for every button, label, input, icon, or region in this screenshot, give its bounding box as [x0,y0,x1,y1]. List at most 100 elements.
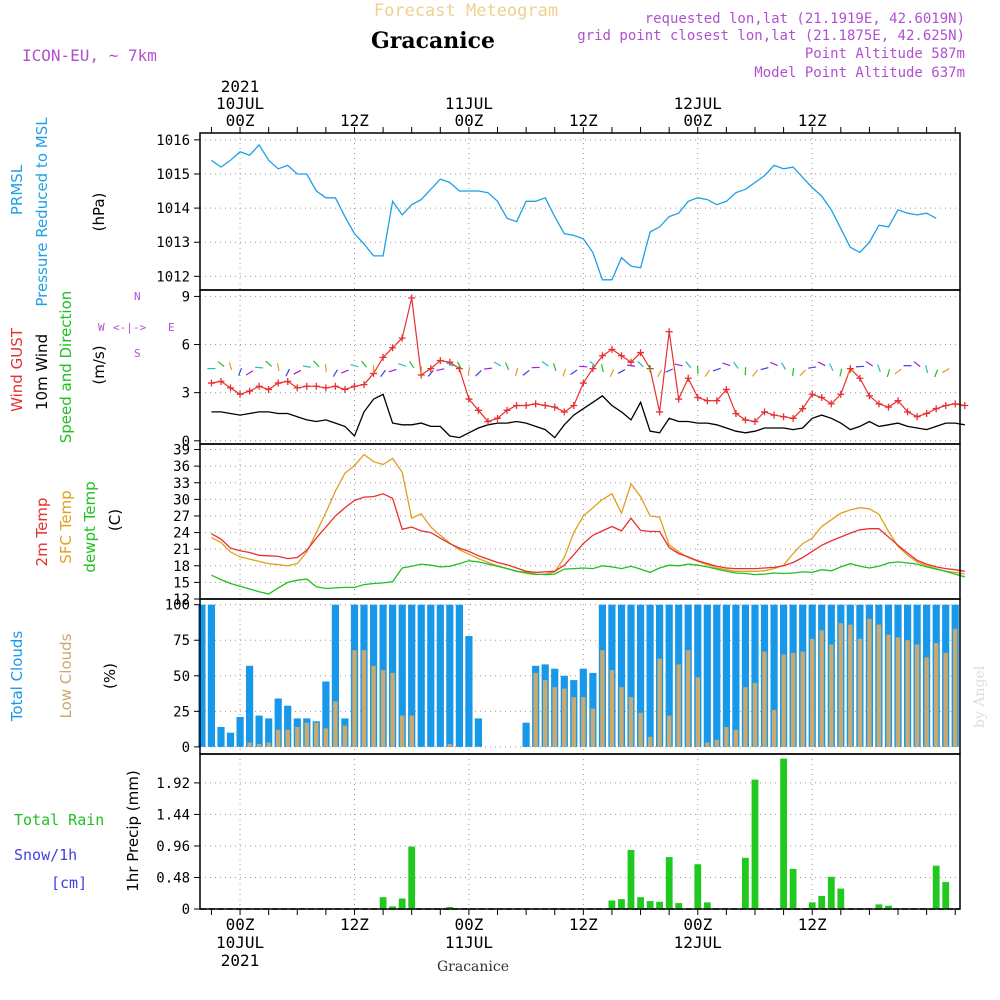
wind-direction-arrow [217,361,225,367]
gust-marker [894,397,902,405]
gust-marker [675,395,683,403]
y-tick-label: 1.44 [156,807,190,823]
total-cloud-bar [694,604,702,747]
wind-direction-arrow [941,368,950,374]
location-title: Gracanice [371,28,495,54]
wind-direction-arrow [228,362,233,371]
y-tick-label: 18 [173,559,190,575]
wind-direction-arrow [427,369,434,377]
low-cloud-bar [934,643,939,747]
y-tick-label: 100 [165,598,190,614]
precip-bar [656,901,663,909]
wind-direction-arrow [760,367,769,371]
low-cloud-bar [361,650,367,747]
total-cloud-bar [617,604,626,747]
gust-marker [541,402,549,409]
wind-direction-arrow [665,368,674,373]
gust-marker [560,408,568,416]
time-label-top: 00Z [226,111,255,130]
wind-direction-arrow [799,369,806,377]
wind-direction-arrow [674,363,683,367]
total-cloud-bar [722,604,730,747]
time-label-bottom: 12JUL [674,933,722,952]
time-label-bottom: 2021 [221,951,260,970]
wind-direction-arrow [420,366,423,375]
y-tick-label: 12 [173,592,190,608]
wind-direction-arrow [361,360,367,368]
precip-bar [608,900,616,909]
wind-direction-arrow [886,369,891,378]
time-label-top: 12JUL [674,94,722,113]
wind-direction-arrow [380,369,386,377]
pressure-unit: (hPa) [90,193,108,232]
gust-marker [398,334,406,342]
low-cloud-bar [276,729,281,747]
low-cloud-bar [667,715,672,747]
time-label-bottom: 12Z [569,915,598,934]
wind-direction-arrow [324,364,327,373]
gust-marker [703,397,711,405]
gust-marker [331,382,339,390]
precip-bar [837,888,845,909]
low-cloud-bar [590,708,596,747]
gust-marker [684,374,692,382]
gust-marker [904,408,912,416]
total-cloud-bar [427,604,435,747]
total-cloud-bar [408,604,416,747]
wind-direction-arrow [445,362,454,367]
wind-dir-label: Speed and Direction [57,291,75,444]
wind-direction-arrow [332,369,338,377]
wind-direction-arrow [617,369,626,374]
wind-direction-arrow [255,366,264,369]
gust-marker [265,385,273,393]
precip-bar [379,897,387,909]
gust-marker [503,406,511,414]
gust-marker [436,357,444,365]
low-cloud-bar [304,722,309,747]
wind-direction-arrow [925,365,929,374]
low-cloud-bar [409,715,414,747]
total-cloud-bar [436,604,444,747]
compass-east: E [168,321,175,334]
gust-marker [227,384,235,392]
low-cloud-bar [924,657,929,747]
total-cloud-bar [207,604,215,747]
dewpt-label: dewpt Temp [81,481,99,572]
wind-direction-arrow [781,362,787,370]
low-cloud-bar [781,654,786,747]
gust-marker [284,377,292,385]
gust-marker [579,379,587,387]
precip-bar [389,906,396,909]
wind-direction-arrow [350,364,359,368]
low-cloud-bar [447,744,452,747]
gust-marker [513,402,521,409]
dewpt-line [211,560,965,595]
precip-bar [789,868,797,909]
low-cloud-bar [323,728,329,747]
wind-direction-arrow [846,369,854,376]
panel-frame [199,753,961,910]
low-cloud-bar [552,687,557,747]
total-cloud-bar [646,604,654,747]
wind-direction-arrow [648,365,652,374]
time-label-bottom: 10JUL [216,933,264,952]
wind-direction-arrow [398,363,407,367]
gust-marker [837,390,845,398]
time-label-top: 10JUL [216,94,264,113]
low-cloud-bar [724,727,729,747]
low-cloud-bar [619,687,624,747]
temp-line [211,493,965,574]
pressure-label-1: PRMSL [8,164,26,215]
precip-snow-unit: [cm] [51,874,87,892]
gust-marker [379,353,387,361]
gust-marker [608,345,616,353]
low-cloud-bar [848,624,853,747]
wind-direction-arrow [467,367,471,376]
precip-bar [637,897,644,909]
y-tick-label: 1016 [156,133,190,149]
y-tick-label: 0.96 [156,839,190,855]
y-tick-label: 0 [182,434,190,450]
y-tick-label: 0.48 [156,870,190,886]
low-cloud-bar [953,628,958,747]
y-tick-label: 1014 [156,201,190,217]
